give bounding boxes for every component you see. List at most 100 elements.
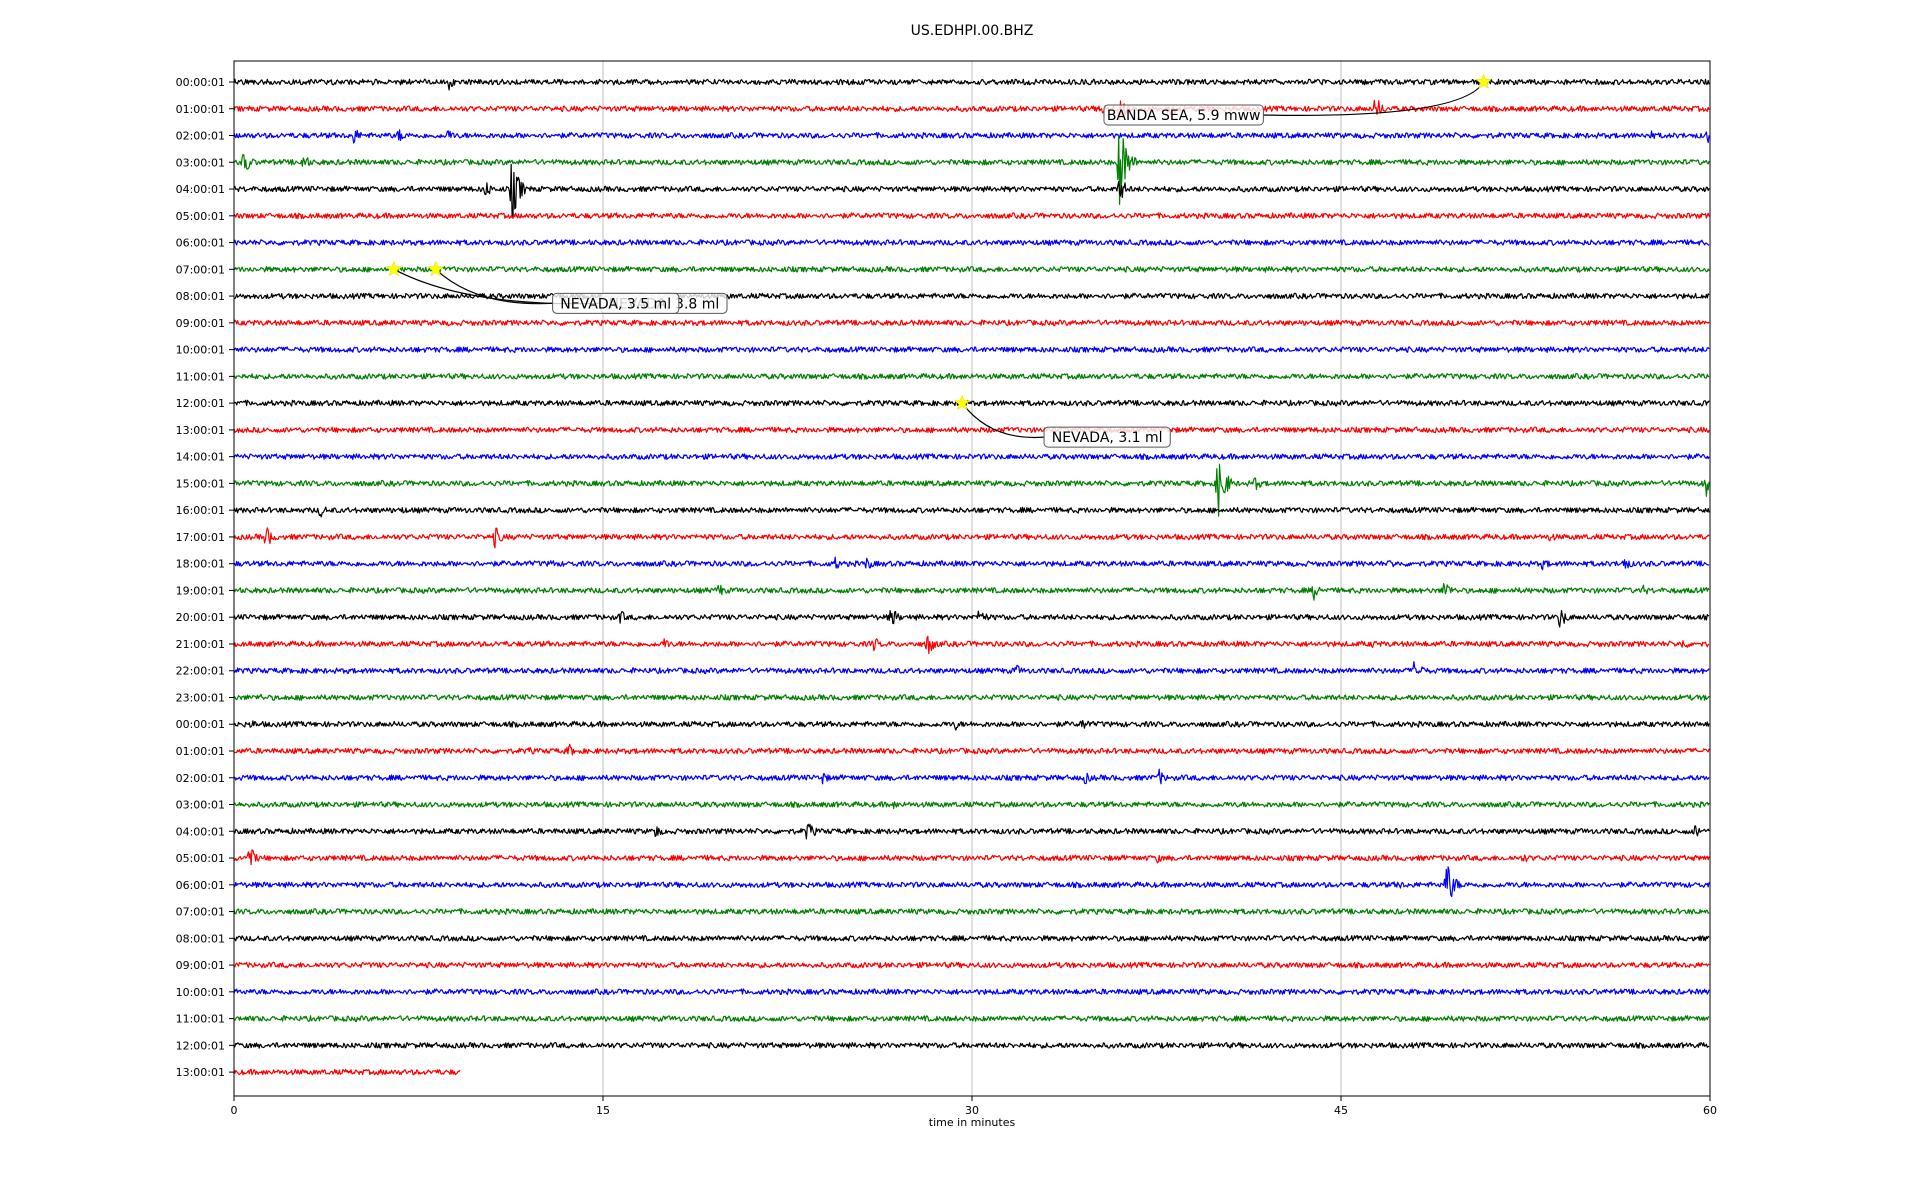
row-label-28: 04:00:01 [176,825,225,838]
trace-row-20 [233,609,1710,628]
row-label-34: 10:00:01 [176,986,225,999]
event-connector-3 [961,402,1045,439]
row-label-14: 14:00:01 [176,451,225,464]
trace-row-5 [233,212,1710,220]
seismic-traces [233,78,1710,1076]
event-connector-0 [1263,81,1485,116]
event-star-1 [385,260,403,277]
row-label-16: 16:00:01 [176,504,225,517]
trace-row-3 [234,135,1710,205]
trace-row-21 [233,635,1710,655]
trace-row-15 [233,463,1710,517]
event-annotations: BANDA SEA, 5.9 mwwNEVADA, 3.8 mlNEVADA, … [385,73,1492,448]
row-label-27: 03:00:01 [176,799,225,812]
trace-row-12 [233,399,1710,407]
event-star-2 [427,260,444,277]
row-label-1: 01:00:01 [176,103,225,116]
row-label-7: 07:00:01 [176,263,225,276]
chart-title: US.EDHPI.00.BHZ [911,23,1034,39]
trace-row-2 [233,129,1710,144]
trace-row-7 [233,265,1710,273]
x-tick-label-2: 30 [965,1104,979,1117]
row-label-5: 05:00:01 [176,210,225,223]
row-label-15: 15:00:01 [176,477,225,490]
row-label-2: 02:00:01 [176,130,225,143]
row-label-9: 09:00:01 [176,317,225,330]
x-axis-ticks: 0 15 30 45 60 [231,1096,1717,1117]
trace-row-10 [233,346,1710,354]
trace-row-6 [233,239,1710,246]
row-label-0: 00:00:01 [176,76,225,89]
x-gridlines [602,61,1342,1096]
trace-row-13 [233,426,1710,434]
trace-row-11 [233,372,1710,380]
x-tick-label-0: 0 [231,1104,238,1117]
trace-row-19 [233,582,1710,601]
event-label-box-2 [552,292,680,314]
event-label-2: NEVADA, 3.5 ml [560,296,671,312]
row-label-12: 12:00:01 [176,397,225,410]
trace-row-24 [233,719,1710,731]
row-label-30: 06:00:01 [176,879,225,892]
trace-row-34 [233,988,1710,996]
row-label-18: 18:00:01 [176,558,225,571]
row-label-11: 11:00:01 [176,370,225,383]
x-tick-label-1: 15 [596,1104,610,1117]
trace-row-14 [233,453,1710,461]
row-time-labels: 00:00:01 01:00:01 02:00:01 03:00:01 04:00:01… [176,76,234,1079]
trace-row-1 [233,99,1710,121]
event-star-3 [953,394,971,411]
row-label-26: 02:00:01 [176,772,225,785]
event-label-box-0 [1103,104,1264,126]
trace-row-36 [233,1041,1710,1049]
trace-row-17 [233,527,1710,549]
trace-row-16 [233,506,1710,518]
trace-row-33 [233,961,1710,969]
row-label-37: 13:00:01 [176,1066,225,1079]
row-label-4: 04:00:01 [176,183,225,196]
event-connector-2 [435,268,553,305]
row-label-23: 23:00:01 [176,691,225,704]
x-tick-label-4: 60 [1703,1104,1717,1117]
trace-row-18 [233,556,1710,571]
trace-row-37 [233,1068,461,1076]
trace-row-35 [234,1015,1710,1023]
row-label-31: 07:00:01 [176,906,225,919]
trace-row-30 [233,866,1710,898]
row-label-10: 10:00:01 [176,344,225,357]
trace-row-0 [233,78,1710,91]
row-label-36: 12:00:01 [176,1039,225,1052]
trace-row-25 [233,743,1710,756]
row-label-17: 17:00:01 [176,531,225,544]
row-label-32: 08:00:01 [176,932,225,945]
row-label-19: 19:00:01 [176,584,225,597]
trace-row-23 [233,693,1710,701]
row-label-21: 21:00:01 [176,638,225,651]
event-label-3: NEVADA, 3.1 ml [1052,430,1163,446]
row-label-13: 13:00:01 [176,424,225,437]
trace-row-22 [233,661,1710,675]
trace-row-31 [233,908,1710,916]
x-tick-label-3: 45 [1334,1104,1348,1117]
trace-row-4 [233,163,1710,218]
x-axis-label: time in minutes [929,1116,1016,1129]
row-label-35: 11:00:01 [176,1013,225,1026]
row-label-33: 09:00:01 [176,959,225,972]
row-label-22: 22:00:01 [176,665,225,678]
trace-row-26 [233,768,1710,785]
event-label-box-3 [1043,426,1171,448]
trace-row-28 [233,823,1710,840]
trace-row-8 [233,292,1710,300]
event-label-0: BANDA SEA, 5.9 mww [1107,108,1261,124]
row-label-29: 05:00:01 [176,852,225,865]
trace-row-9 [233,319,1710,327]
row-label-3: 03:00:01 [176,156,225,169]
trace-row-32 [233,934,1710,942]
row-label-25: 01:00:01 [176,745,225,758]
trace-row-29 [233,849,1710,866]
row-label-6: 06:00:01 [176,237,225,250]
event-star-0 [1475,73,1492,90]
row-label-20: 20:00:01 [176,611,225,624]
